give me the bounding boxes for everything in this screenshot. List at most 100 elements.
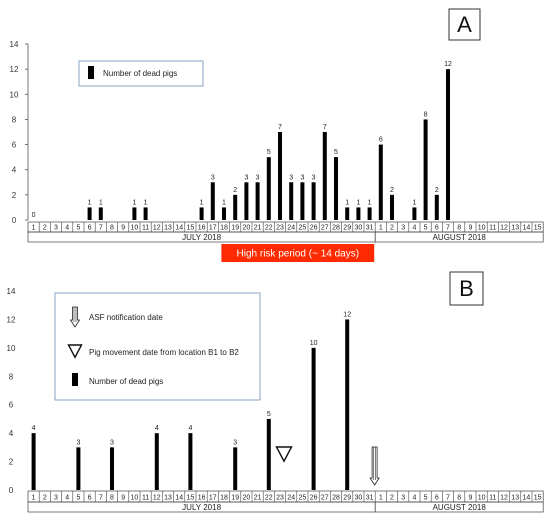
x-tick-label: 24 [287,225,295,232]
y-tick-label: 6 [12,141,17,150]
x-tick-label: 22 [265,495,273,502]
x-tick-label: 9 [468,495,472,502]
legend-label: Pig movement date from location B1 to B2 [89,348,239,357]
x-tick-label: 15 [534,495,542,502]
data-label: 2 [233,187,237,194]
bar [154,433,159,490]
x-tick-label: 8 [110,225,114,232]
bar [98,207,103,220]
x-tick-label: 4 [65,225,69,232]
x-tick-label: 1 [379,225,383,232]
x-tick-label: 6 [435,495,439,502]
data-label: 5 [267,411,271,418]
bar [311,347,316,490]
x-tick-label: 11 [142,495,149,502]
x-tick-label: 13 [164,495,172,502]
legend-frame [78,60,204,87]
x-tick-label: 4 [412,225,416,232]
bar [322,132,327,220]
data-label: 4 [155,425,159,432]
legend-label: ASF notification date [89,313,163,322]
x-axis-month-row: JULY 2018 AUGUST 2018 [27,501,544,513]
panel-label-box [449,271,484,306]
panel-label-b: B [449,271,484,306]
high-risk-period-band: High risk period (~ 14 days) [221,244,375,262]
x-tick-label: 14 [175,225,183,232]
bar [289,182,294,220]
data-label: 8 [424,111,428,118]
x-tick-label: 25 [299,225,307,232]
bar [334,157,338,220]
bar [412,207,417,220]
bar [345,319,350,490]
data-label: 4 [188,425,192,432]
data-label: 5 [334,149,338,156]
data-label: 1 [356,199,360,206]
x-tick-label: 15 [187,495,195,502]
x-tick-label: 28 [332,495,340,502]
x-tick-label: 27 [321,225,329,232]
data-label: 3 [256,174,260,181]
y-tick-label: 14 [10,40,19,49]
data-label: 7 [323,124,327,131]
x-tick-label: 13 [511,225,519,232]
movement-triangle-marker [275,446,293,463]
data-label: 4 [32,425,36,432]
x-tick-label: 23 [276,225,284,232]
bar [31,433,36,490]
y-tick-label: 12 [7,315,16,324]
y-axis: 0 2 4 6 8 10 12 14 [10,40,29,225]
x-axis-month-row: JULY 2018 AUGUST 2018 [27,231,544,243]
data-label: 3 [76,439,80,446]
legend: Number of dead pigs [78,60,204,87]
data-label: 3 [300,174,304,181]
x-axis-day-row: 1 2 3 4 5 6 7 8 9 10 11 12 13 14 15 16 17 18 19 20 21 22 23 24 2… [27,490,544,503]
bar [311,182,316,220]
x-tick-label: 12 [500,225,508,232]
x-tick-label: 7 [446,225,450,232]
data-label: 12 [444,61,452,68]
bar [132,207,137,220]
data-label: 1 [99,199,103,206]
x-tick-label: 17 [209,495,217,502]
data-label: 1 [132,199,136,206]
x-tick-label: 3 [401,225,405,232]
event-markers [275,446,380,486]
x-tick-label: 9 [121,495,125,502]
x-tick-label: 15 [534,225,542,232]
x-tick-label: 30 [355,495,363,502]
x-tick-label: 7 [99,495,103,502]
movement-triangle-icon [67,344,83,359]
y-tick-label: 4 [12,166,17,175]
bar [367,207,372,220]
month-label: AUGUST 2018 [433,503,487,512]
data-label: 1 [144,199,148,206]
legend-swatch [72,373,78,386]
x-tick-label: 18 [220,495,228,502]
x-tick-label: 13 [164,225,172,232]
x-tick-label: 21 [254,225,262,232]
x-tick-label: 8 [457,225,461,232]
x-tick-label: 31 [366,495,374,502]
bar [255,182,260,220]
bar [378,144,383,220]
x-tick-label: 14 [175,495,183,502]
x-axis-day-row: 1 2 3 4 5 6 7 8 9 10 11 12 13 14 15 16 17 18 19 20 21 22 23 24 2… [27,221,544,233]
x-tick-label: 1 [32,225,36,232]
x-tick-label: 6 [88,225,92,232]
x-tick-label: 15 [187,225,195,232]
x-tick-label: 9 [121,225,125,232]
x-tick-label: 3 [54,495,58,502]
bar [356,207,361,220]
data-label: 3 [244,174,248,181]
bar [345,207,350,220]
legend: ASF notification date Pig movement date f… [54,292,261,401]
bar [188,433,193,490]
x-tick-label: 18 [220,225,228,232]
bar [233,194,238,220]
x-tick-label: 12 [153,225,161,232]
bar [434,194,439,220]
y-tick-label: 8 [12,115,17,124]
